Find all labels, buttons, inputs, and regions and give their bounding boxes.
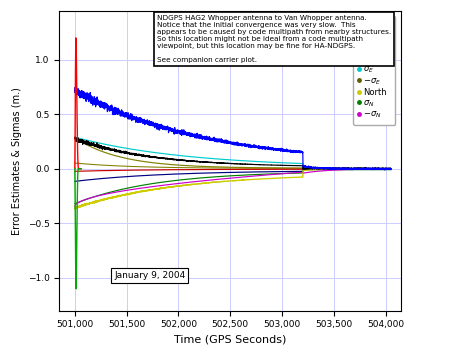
Text: NDGPS HAG2 Whopper antenna to Van Whopper antenna.
Notice that the initial conve: NDGPS HAG2 Whopper antenna to Van Whoppe… bbox=[157, 15, 390, 63]
Legend: Height, $\sigma_H$, $-\sigma_H$, East, $\sigma_E$, $-\sigma_E$, North, $\sigma_N: Height, $\sigma_H$, $-\sigma_H$, East, $… bbox=[353, 16, 394, 125]
Y-axis label: Error Estimates & Sigmas (m.): Error Estimates & Sigmas (m.) bbox=[12, 87, 22, 234]
X-axis label: Time (GPS Seconds): Time (GPS Seconds) bbox=[174, 335, 286, 345]
Text: January 9, 2004: January 9, 2004 bbox=[114, 271, 185, 280]
